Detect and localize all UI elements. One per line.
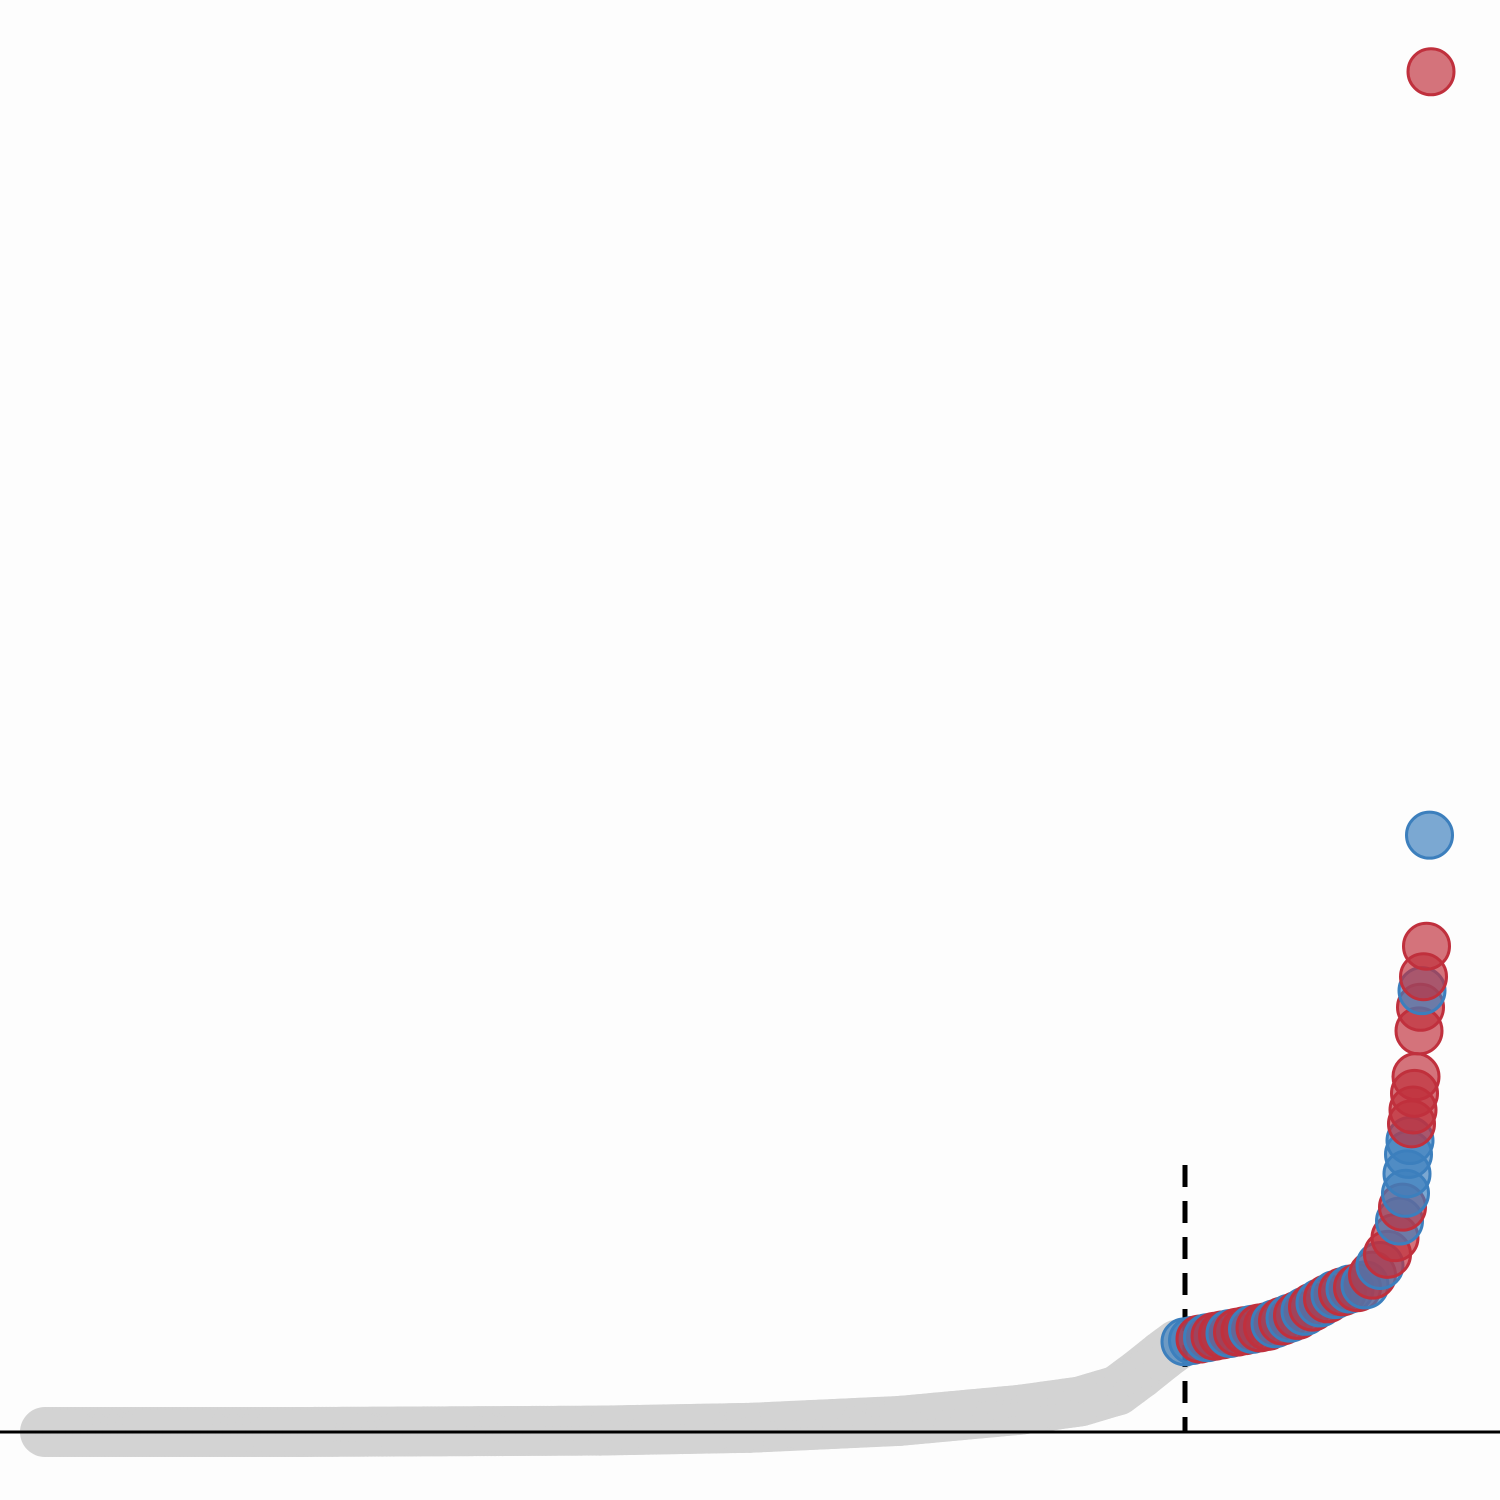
red-point [1406, 47, 1456, 97]
red-point [1402, 921, 1451, 971]
highlighted-points [1160, 47, 1456, 1367]
red-point [1391, 1052, 1441, 1102]
blue-point [1405, 810, 1454, 860]
